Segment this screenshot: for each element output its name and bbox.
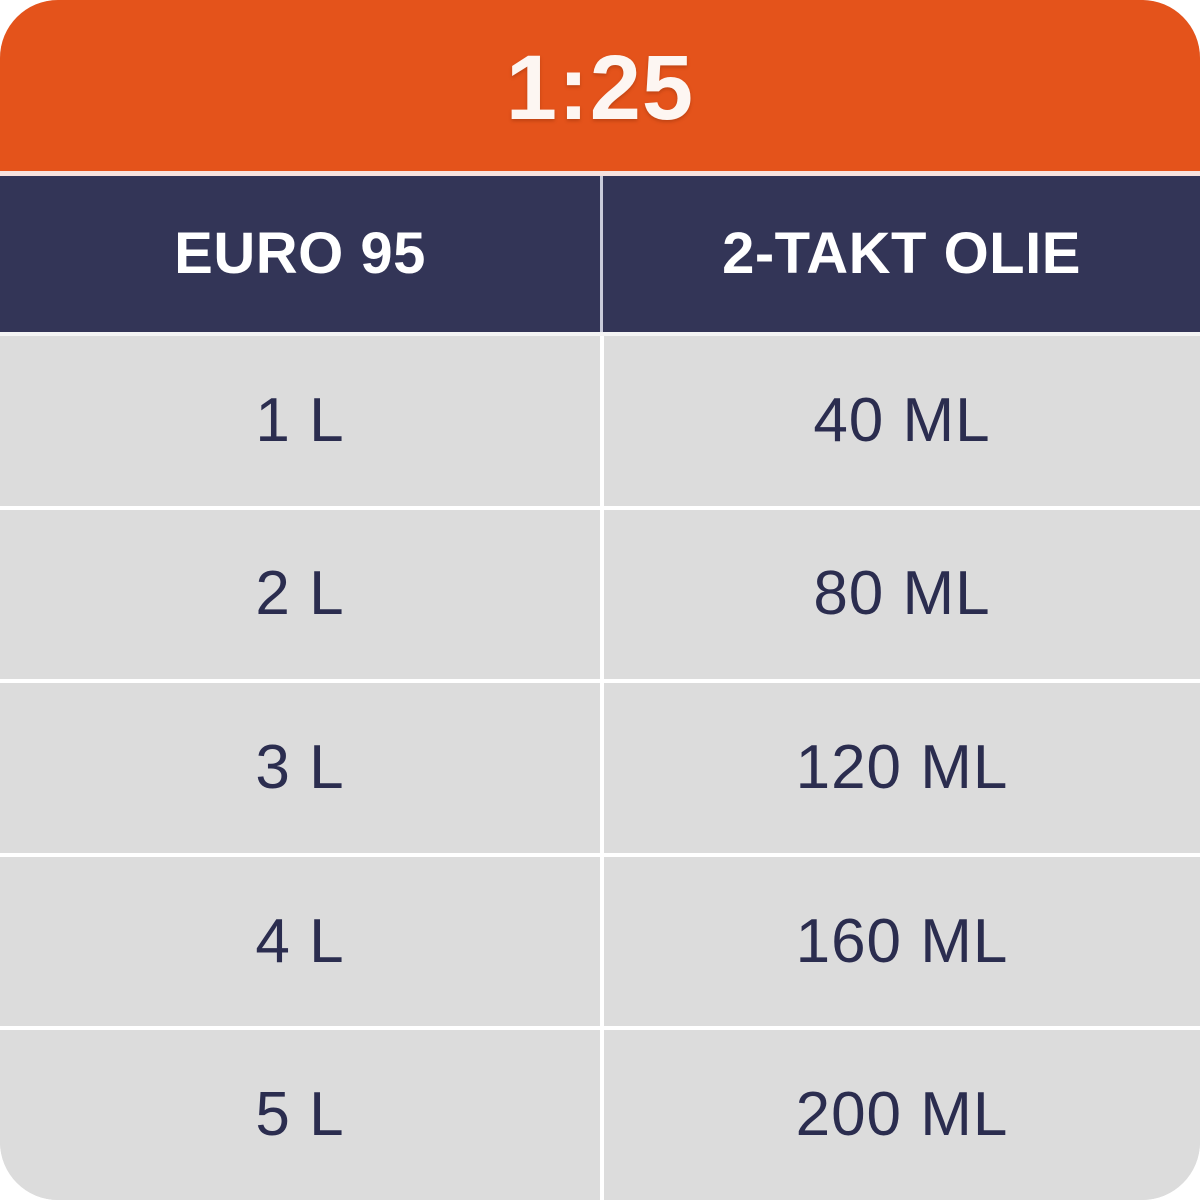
page-title: 1:25: [505, 36, 695, 139]
table-body: 1 L 40 ML 2 L 80 ML 3 L 120 ML 4 L: [0, 332, 1200, 1200]
title-divider: [0, 171, 1200, 176]
cell-fuel-value: 4 L: [255, 906, 345, 976]
column-header-oil: 2-TAKT OLIE: [600, 176, 1200, 332]
column-header-fuel: EURO 95: [0, 176, 600, 332]
column-header-fuel-label: EURO 95: [174, 221, 426, 286]
cell-oil-value: 40 ML: [813, 385, 991, 455]
table-row: 1 L 40 ML: [0, 332, 1200, 506]
cell-fuel: 5 L: [0, 1030, 600, 1200]
column-header-oil-label: 2-TAKT OLIE: [722, 221, 1081, 286]
cell-oil: 120 ML: [600, 683, 1200, 853]
table-row: 4 L 160 ML: [0, 852, 1200, 1027]
cell-fuel: 1 L: [0, 336, 600, 506]
cell-fuel: 3 L: [0, 683, 600, 853]
table-row: 5 L 200 ML: [0, 1026, 1200, 1200]
table-header-row: EURO 95 2-TAKT OLIE: [0, 176, 1200, 332]
table-row: 2 L 80 ML: [0, 505, 1200, 680]
cell-oil-value: 160 ML: [795, 906, 1009, 976]
cell-oil-value: 80 ML: [813, 559, 991, 629]
cell-fuel: 2 L: [0, 510, 600, 680]
cell-oil-value: 120 ML: [795, 732, 1009, 802]
ratio-title-band: 1:25: [0, 0, 1200, 171]
cell-oil: 80 ML: [600, 509, 1200, 680]
table-row: 3 L 120 ML: [0, 679, 1200, 853]
cell-oil: 160 ML: [600, 856, 1200, 1027]
cell-fuel-value: 5 L: [255, 1080, 345, 1150]
cell-fuel-value: 1 L: [255, 385, 345, 455]
cell-oil-value: 200 ML: [795, 1080, 1009, 1150]
cell-fuel-value: 2 L: [255, 559, 345, 629]
cell-oil: 40 ML: [600, 336, 1200, 506]
cell-fuel-value: 3 L: [255, 732, 345, 802]
cell-oil: 200 ML: [600, 1030, 1200, 1200]
cell-fuel: 4 L: [0, 857, 600, 1027]
